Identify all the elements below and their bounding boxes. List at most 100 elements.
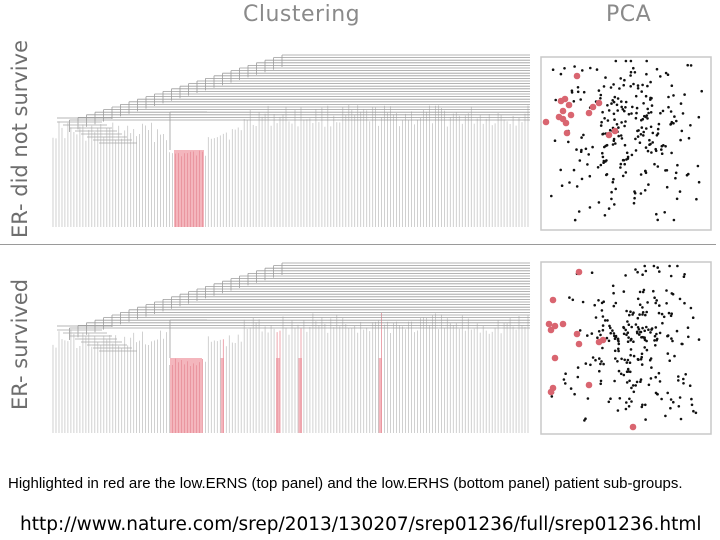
pca-point xyxy=(612,139,616,142)
pca-point xyxy=(670,84,674,87)
pca-point xyxy=(644,418,647,421)
pca-point xyxy=(564,382,567,385)
pca-point xyxy=(601,315,605,318)
pca-point xyxy=(599,362,602,366)
pca-point xyxy=(616,409,620,412)
pca-point xyxy=(609,331,612,335)
pca-point xyxy=(614,357,617,360)
pca-point xyxy=(594,316,598,319)
pca-point xyxy=(664,145,667,148)
pca-point xyxy=(593,303,596,307)
pca-point xyxy=(601,324,605,327)
pca-point xyxy=(616,337,620,341)
pca-point xyxy=(624,59,628,63)
pca-point xyxy=(679,138,682,142)
pca-point xyxy=(678,396,682,399)
pca-point xyxy=(622,83,625,87)
pca-point xyxy=(577,210,581,213)
pca-point xyxy=(599,97,602,100)
pca-point xyxy=(601,110,604,114)
pca-point xyxy=(599,333,602,337)
pca-point xyxy=(588,174,592,178)
pca-point xyxy=(624,120,627,123)
pca-point xyxy=(599,124,603,127)
pca-point xyxy=(624,100,628,104)
pca-point xyxy=(600,360,603,363)
pca-point xyxy=(650,96,653,100)
pca-point xyxy=(640,118,643,122)
pca-point xyxy=(584,417,587,420)
pca-highlight-point xyxy=(611,127,619,135)
pca-point xyxy=(607,109,611,112)
pca-point xyxy=(694,411,698,415)
pca-point xyxy=(630,325,633,329)
pca-point xyxy=(644,146,648,149)
pca-point xyxy=(616,109,619,112)
pca-point xyxy=(674,176,677,180)
pca-point xyxy=(578,159,582,162)
pca-point xyxy=(586,397,590,400)
pca-point xyxy=(625,401,628,404)
pca-point xyxy=(618,87,621,90)
pca-highlight-point xyxy=(575,268,583,276)
pca-point xyxy=(654,344,657,347)
pca-point xyxy=(643,336,646,339)
pca-point xyxy=(616,360,619,363)
pca-point xyxy=(643,264,646,268)
pca-point xyxy=(614,59,618,63)
pca-point xyxy=(637,358,640,361)
pca-point xyxy=(624,407,628,411)
pca-point xyxy=(643,346,646,349)
highlight-band xyxy=(220,358,224,433)
pca-point xyxy=(629,339,632,342)
pca-point xyxy=(660,312,664,316)
pca-point xyxy=(686,63,689,67)
pca-point xyxy=(621,174,625,178)
pca-point xyxy=(669,406,672,410)
pca-point xyxy=(687,136,691,140)
pca-point xyxy=(675,197,679,201)
pca-highlight-point xyxy=(559,115,567,123)
pca-point xyxy=(590,332,594,335)
pca-point xyxy=(568,296,571,299)
pca-point xyxy=(624,106,627,109)
pca-point xyxy=(628,361,632,364)
pca-highlight-point xyxy=(567,111,575,119)
pca-point xyxy=(620,100,623,103)
pca-point xyxy=(600,120,603,124)
pca-point xyxy=(655,67,659,71)
pca-point xyxy=(669,398,673,401)
pca-point xyxy=(611,180,615,184)
pca-point xyxy=(564,372,567,375)
pca-point xyxy=(582,133,585,137)
pca-point xyxy=(636,135,640,138)
pca-point xyxy=(657,311,661,315)
pca-point xyxy=(611,143,615,146)
pca-point xyxy=(569,387,573,390)
pca-point xyxy=(641,83,644,87)
pca-column-title: PCA xyxy=(606,2,652,27)
pca-point xyxy=(651,141,654,144)
pca-point xyxy=(645,339,648,343)
pca-point xyxy=(578,329,582,332)
pca-point xyxy=(554,98,557,102)
pca-point xyxy=(623,78,626,82)
pca-point xyxy=(677,375,680,378)
pca-point xyxy=(623,124,626,128)
pca-point xyxy=(635,111,638,115)
pca-point xyxy=(683,301,686,305)
pca-point xyxy=(644,403,647,407)
pca-point xyxy=(631,105,634,109)
pca-point xyxy=(636,316,640,320)
pca-point xyxy=(612,332,616,335)
pca-point xyxy=(608,324,611,328)
pca-point xyxy=(660,397,663,401)
pca-point xyxy=(640,405,644,409)
pca-point xyxy=(570,89,574,92)
pca-point xyxy=(672,400,675,404)
pca-point xyxy=(632,82,635,86)
pca-point xyxy=(618,397,622,400)
pca-highlight-point xyxy=(589,103,597,111)
pca-point xyxy=(641,306,644,309)
pca-point xyxy=(646,149,650,153)
